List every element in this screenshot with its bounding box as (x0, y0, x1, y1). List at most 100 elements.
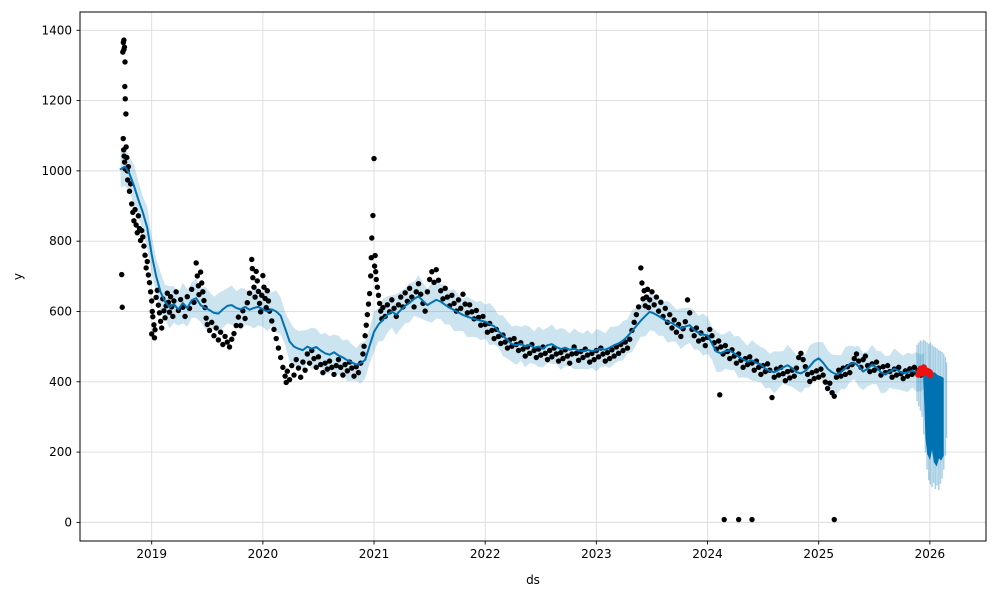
data-point (326, 358, 333, 364)
data-point (395, 302, 402, 308)
data-point (893, 372, 900, 378)
data-point (151, 335, 158, 341)
data-point (226, 344, 233, 350)
data-point (249, 256, 255, 263)
data-point (867, 368, 873, 375)
data-point (126, 188, 133, 194)
data-point (498, 340, 504, 347)
recent-actual-points (915, 364, 934, 379)
data-point (384, 302, 391, 308)
data-point (355, 369, 362, 376)
data-point (415, 281, 422, 287)
data-point (591, 356, 597, 363)
y-tick-label: 600 (49, 304, 72, 318)
data-point (229, 336, 235, 342)
data-point (119, 304, 125, 310)
data-point (639, 280, 645, 286)
data-point (862, 353, 869, 359)
data-point (589, 350, 595, 356)
data-point (142, 252, 148, 258)
data-point (566, 360, 573, 366)
data-point (365, 301, 372, 307)
data-point (215, 337, 222, 343)
data-point (413, 289, 419, 295)
data-point (156, 310, 163, 316)
data-point (222, 333, 228, 340)
data-point (460, 291, 466, 297)
data-point (302, 367, 308, 373)
data-point (200, 289, 206, 295)
grid (80, 12, 986, 541)
data-point (363, 322, 369, 328)
data-point (135, 213, 142, 219)
data-point (444, 294, 451, 300)
data-point (146, 279, 153, 286)
data-point (349, 365, 355, 371)
data-point (261, 284, 267, 290)
data-point (851, 355, 857, 362)
data-point (707, 326, 713, 333)
data-point (489, 327, 495, 334)
data-point (311, 355, 317, 362)
data-point (791, 373, 797, 379)
data-point (653, 294, 660, 300)
x-axis: 2019 2020 2021 2022 2023 2024 2025 2026 (136, 541, 945, 561)
data-point (715, 338, 722, 344)
data-point (747, 354, 753, 360)
y-axis-label: y (11, 273, 25, 280)
data-point (406, 285, 413, 291)
data-point (820, 372, 826, 378)
data-point (182, 313, 188, 320)
data-point (744, 361, 751, 368)
data-point (638, 265, 644, 271)
data-point (193, 260, 199, 266)
data-point (682, 318, 688, 325)
data-point (813, 368, 820, 374)
data-point (564, 353, 571, 359)
data-point (254, 278, 261, 284)
data-point (771, 374, 777, 380)
data-point (491, 335, 497, 342)
data-point (123, 111, 129, 117)
data-point (351, 373, 357, 379)
data-point (721, 516, 727, 523)
data-point (293, 356, 299, 363)
data-point (520, 346, 526, 352)
data-point (896, 364, 902, 371)
data-point (201, 297, 207, 304)
y-tick-label: 0 (64, 515, 72, 529)
data-point (480, 313, 486, 320)
data-point (159, 325, 165, 331)
data-point (145, 272, 152, 278)
recent-data-point (927, 372, 934, 379)
data-point (856, 358, 862, 364)
data-point (764, 361, 771, 367)
data-point (320, 369, 326, 376)
data-point (607, 355, 613, 362)
data-point (733, 360, 740, 366)
data-point (231, 330, 237, 337)
data-point (374, 284, 381, 290)
data-point (263, 304, 269, 311)
data-point (177, 296, 184, 303)
data-point (124, 177, 131, 183)
data-point (811, 375, 817, 382)
data-point (264, 288, 271, 294)
data-point (833, 374, 840, 380)
y-axis: 0 200 400 600 800 1000 1200 1400 (41, 23, 80, 529)
data-point (691, 333, 697, 339)
data-point (836, 367, 842, 373)
data-point (645, 304, 652, 311)
data-point (798, 350, 804, 356)
data-point (615, 350, 622, 356)
data-point (167, 294, 174, 300)
data-point (662, 305, 668, 312)
data-point (749, 516, 755, 523)
data-point (751, 367, 757, 373)
data-point (433, 266, 439, 273)
data-point (522, 353, 528, 359)
data-point (166, 309, 173, 315)
data-point (449, 292, 455, 298)
